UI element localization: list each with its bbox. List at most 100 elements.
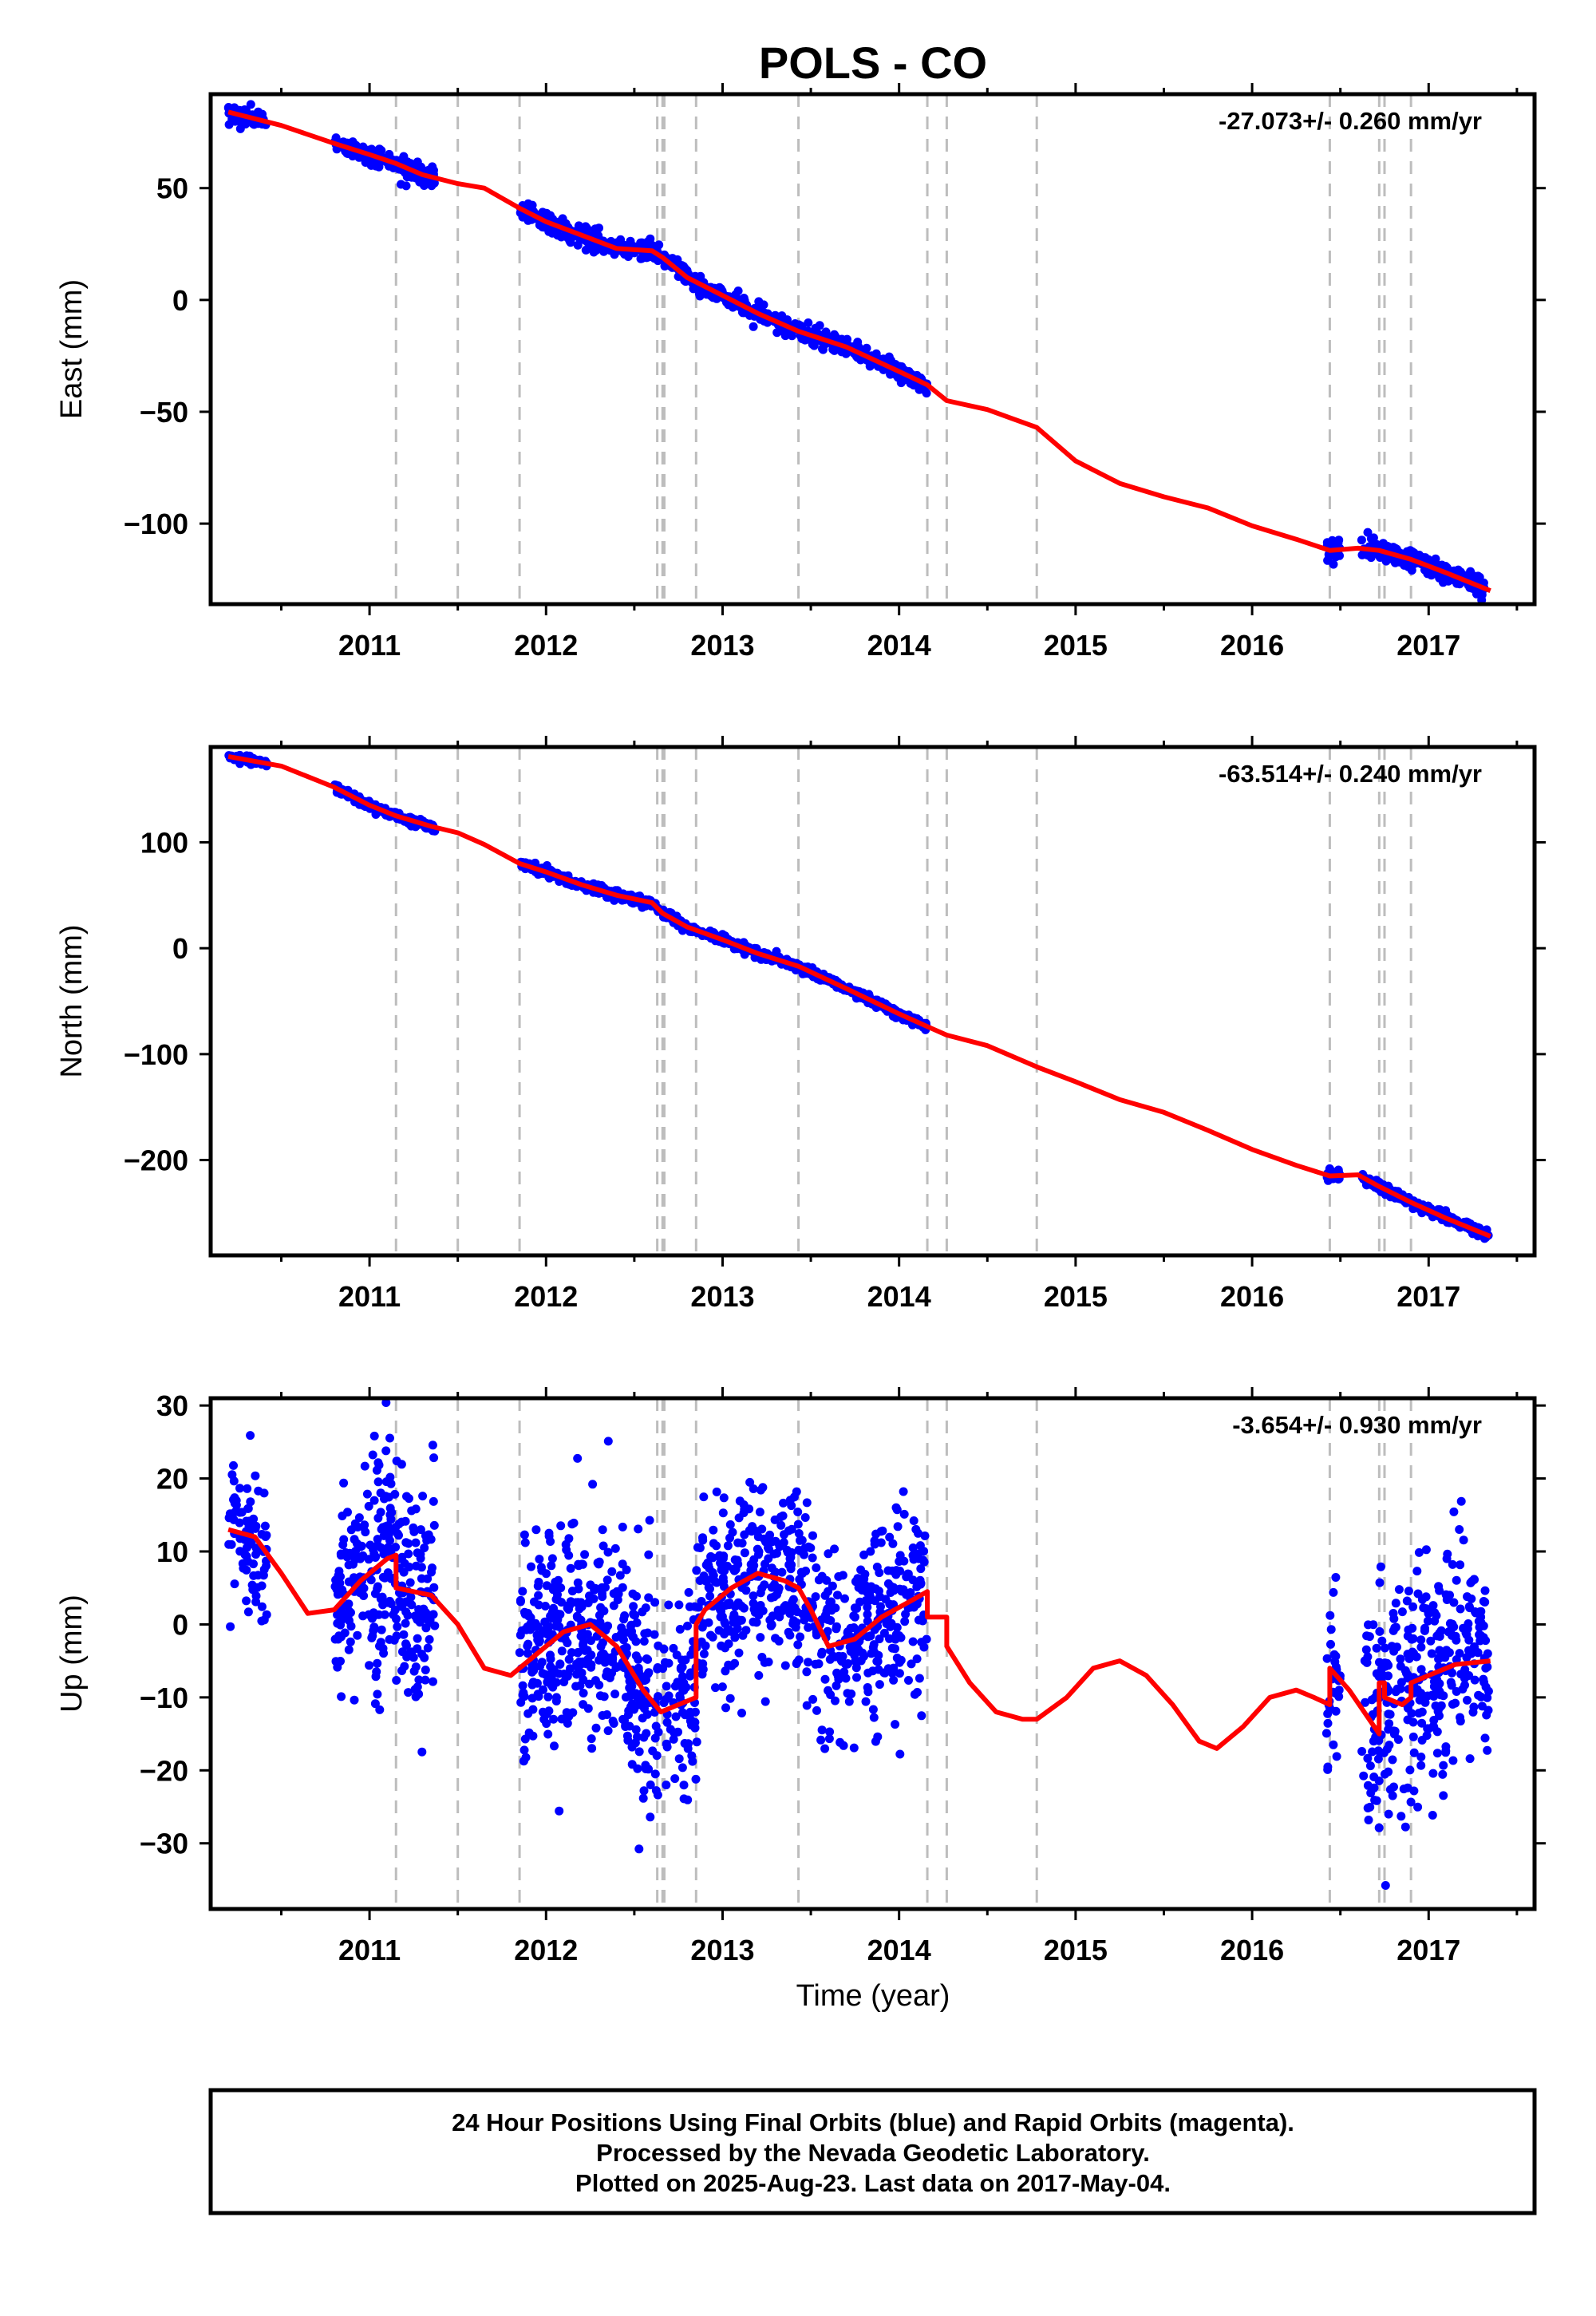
data-point (645, 1516, 654, 1525)
data-point (1372, 1796, 1381, 1805)
data-point (1480, 1733, 1490, 1743)
data-point (709, 1571, 718, 1580)
data-point (377, 1592, 387, 1602)
data-point (580, 1550, 590, 1559)
data-point (370, 1699, 380, 1709)
y-tick-label: −10 (140, 1682, 188, 1714)
data-point (1384, 1809, 1393, 1819)
data-point (903, 1569, 913, 1579)
data-point (1393, 1642, 1401, 1652)
plot-frame (208, 1396, 1537, 1911)
data-point (787, 1501, 796, 1511)
x-tick-label: 2011 (338, 1280, 401, 1313)
data-point (1455, 579, 1464, 589)
data-point (1409, 1786, 1419, 1796)
data-point (737, 307, 747, 317)
data-point (793, 1520, 803, 1529)
data-point (1332, 1752, 1341, 1761)
data-point (1465, 1754, 1475, 1764)
data-point (1394, 1585, 1404, 1595)
data-point (1463, 1695, 1472, 1705)
data-point (368, 1631, 377, 1641)
data-point (796, 1535, 804, 1545)
y-axis-label: North (mm) (55, 924, 89, 1077)
data-point (242, 1596, 251, 1606)
data-point (416, 163, 425, 172)
data-point (780, 1530, 788, 1539)
data-point (749, 1561, 759, 1571)
data-point (227, 1539, 236, 1549)
data-point (871, 349, 881, 358)
data-point (547, 1561, 556, 1571)
data-point (1479, 1678, 1489, 1687)
data-point (893, 1522, 903, 1531)
data-point (659, 1644, 669, 1654)
data-point (796, 1632, 805, 1642)
data-point (802, 1701, 812, 1710)
data-point (749, 1484, 758, 1493)
data-point (1396, 1678, 1406, 1687)
data-point (780, 1601, 790, 1611)
data-point (1426, 1636, 1436, 1646)
data-point (394, 1531, 403, 1540)
data-point (650, 1769, 660, 1779)
data-point (1329, 1587, 1338, 1597)
data-point (429, 1677, 437, 1686)
data-point (1483, 1745, 1492, 1755)
data-point (428, 1441, 437, 1450)
data-point (366, 1575, 376, 1585)
y-axis: 30 20 10 0 −10 −20 −30 (140, 1389, 1546, 1860)
data-point (1435, 1586, 1444, 1595)
data-point (523, 1639, 533, 1649)
data-point (344, 1560, 354, 1570)
data-point (908, 1551, 918, 1560)
data-point (377, 1625, 386, 1634)
data-point (407, 1647, 417, 1657)
data-point (760, 1559, 769, 1569)
data-point (662, 1682, 671, 1691)
data-point (772, 947, 781, 956)
data-point (745, 1504, 754, 1514)
data-point (1464, 571, 1473, 580)
data-point (812, 1705, 821, 1715)
data-point (831, 1603, 840, 1613)
data-point (644, 1593, 654, 1603)
data-point (922, 389, 931, 398)
y-tick-label: −200 (124, 1144, 188, 1177)
data-point (780, 1661, 790, 1670)
data-point (574, 1561, 583, 1571)
data-point (662, 1780, 671, 1790)
data-point (333, 1618, 342, 1628)
data-point (626, 1622, 635, 1631)
data-point (1322, 1654, 1332, 1663)
data-point (230, 1499, 239, 1508)
data-point (704, 1583, 713, 1592)
data-point (730, 1631, 740, 1641)
data-point (757, 1524, 767, 1534)
data-point (429, 1520, 439, 1530)
data-point (676, 1663, 685, 1673)
data-point (618, 1714, 628, 1724)
data-point (229, 1460, 238, 1470)
data-point (1416, 1753, 1426, 1761)
data-point (1416, 1689, 1426, 1698)
data-point (1361, 1645, 1371, 1654)
data-point (1397, 1607, 1407, 1617)
data-point (526, 1613, 535, 1622)
data-point (429, 1583, 439, 1592)
data-point (381, 1446, 391, 1456)
data-point (669, 1643, 678, 1653)
data-point (332, 1585, 342, 1594)
data-point (737, 1615, 746, 1625)
data-point (1462, 1653, 1472, 1662)
data-point (719, 1577, 729, 1587)
data-point (909, 1516, 918, 1525)
data-point (416, 1525, 425, 1535)
data-point (734, 1513, 744, 1523)
data-point (749, 322, 758, 331)
data-point (337, 1632, 346, 1642)
data-point (817, 1725, 827, 1735)
data-point (364, 1610, 373, 1619)
data-point (567, 1587, 577, 1596)
footer-line-1: 24 Hour Positions Using Final Orbits (bl… (452, 2109, 1294, 2136)
